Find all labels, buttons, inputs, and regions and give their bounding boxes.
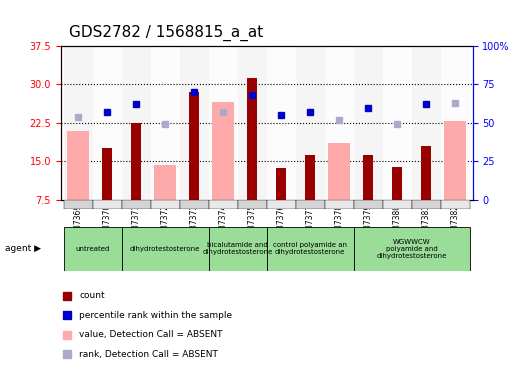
Text: GDS2782 / 1568815_a_at: GDS2782 / 1568815_a_at xyxy=(69,25,263,41)
Bar xyxy=(325,46,354,200)
Bar xyxy=(247,78,257,200)
Bar xyxy=(412,200,441,209)
Bar xyxy=(209,46,238,200)
Bar xyxy=(444,121,466,200)
Text: agent ▶: agent ▶ xyxy=(5,244,41,253)
Bar xyxy=(154,166,176,200)
Bar xyxy=(121,227,209,271)
Bar xyxy=(238,200,267,209)
Bar xyxy=(383,200,412,209)
Bar xyxy=(441,200,470,209)
Bar xyxy=(296,200,325,209)
Bar xyxy=(67,131,89,200)
Bar xyxy=(383,46,412,200)
Bar xyxy=(267,46,296,200)
Bar xyxy=(296,46,325,200)
Bar xyxy=(189,92,199,200)
Text: WGWWCW
polyamide and
dihydrotestosterone: WGWWCW polyamide and dihydrotestosterone xyxy=(376,238,447,259)
Bar xyxy=(180,200,209,209)
Bar xyxy=(150,200,180,209)
Text: count: count xyxy=(79,291,105,300)
Bar xyxy=(209,200,238,209)
Text: percentile rank within the sample: percentile rank within the sample xyxy=(79,311,232,320)
Bar xyxy=(363,155,373,200)
Bar xyxy=(92,46,121,200)
Text: dihydrotestosterone: dihydrotestosterone xyxy=(130,246,200,252)
Bar xyxy=(63,200,92,209)
Bar xyxy=(328,143,350,200)
Bar xyxy=(63,227,121,271)
Bar xyxy=(267,200,296,209)
Text: rank, Detection Call = ABSENT: rank, Detection Call = ABSENT xyxy=(79,350,218,359)
Text: value, Detection Call = ABSENT: value, Detection Call = ABSENT xyxy=(79,330,223,339)
Bar xyxy=(92,200,121,209)
Bar xyxy=(238,46,267,200)
Bar xyxy=(212,103,234,200)
Bar xyxy=(131,123,141,200)
Bar xyxy=(150,46,180,200)
Bar xyxy=(180,46,209,200)
Bar xyxy=(305,155,315,200)
Bar xyxy=(121,46,150,200)
Bar xyxy=(267,227,354,271)
Text: untreated: untreated xyxy=(76,246,110,252)
Bar xyxy=(63,46,92,200)
Bar xyxy=(354,227,470,271)
Bar xyxy=(325,200,354,209)
Bar xyxy=(354,200,383,209)
Bar xyxy=(392,167,402,200)
Text: bicalutamide and
dihydrotestosterone: bicalutamide and dihydrotestosterone xyxy=(202,242,273,255)
Bar xyxy=(354,46,383,200)
Bar xyxy=(441,46,470,200)
Bar xyxy=(102,149,112,200)
Bar xyxy=(421,146,431,200)
Bar xyxy=(412,46,441,200)
Text: control polyamide an
dihydrotestosterone: control polyamide an dihydrotestosterone xyxy=(273,242,347,255)
Bar xyxy=(121,200,150,209)
Bar xyxy=(209,227,267,271)
Bar xyxy=(276,168,286,200)
